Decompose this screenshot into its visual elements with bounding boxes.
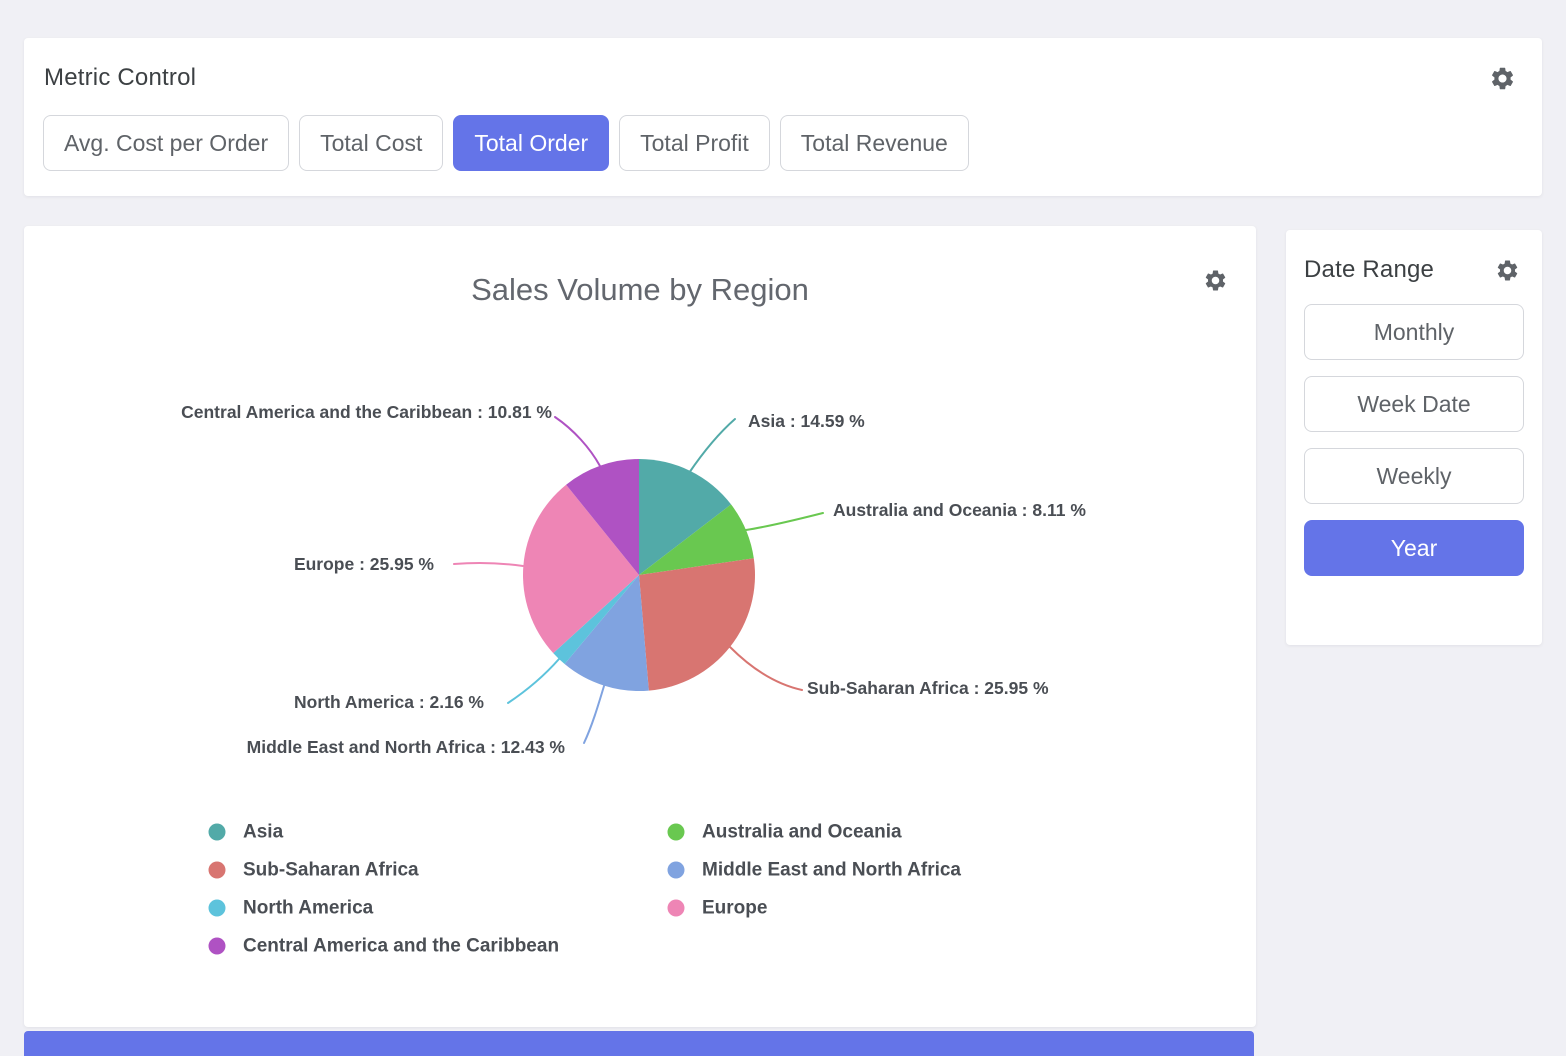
pie-leader-line-central-america-and-the-caribbean bbox=[555, 417, 600, 466]
date-range-button-weekly[interactable]: Weekly bbox=[1304, 448, 1524, 504]
metric-button-total-order[interactable]: Total Order bbox=[453, 115, 609, 171]
metric-settings-button[interactable] bbox=[1489, 65, 1516, 92]
legend-label: Middle East and North Africa bbox=[702, 860, 961, 881]
date-range-button-year[interactable]: Year bbox=[1304, 520, 1524, 576]
legend-label: Central America and the Caribbean bbox=[243, 936, 559, 957]
metric-button-total-cost[interactable]: Total Cost bbox=[299, 115, 443, 171]
date-range-button-group: Monthly Week Date Weekly Year bbox=[1286, 304, 1542, 576]
date-range-button-monthly[interactable]: Monthly bbox=[1304, 304, 1524, 360]
legend-dot bbox=[209, 824, 226, 841]
pie-label-middle-east-and-north-africa: Middle East and North Africa : 12.43 % bbox=[247, 737, 566, 757]
pie-label-australia-and-oceania: Australia and Oceania : 8.11 % bbox=[833, 500, 1086, 520]
pie-label-sub-saharan-africa: Sub-Saharan Africa : 25.95 % bbox=[807, 678, 1049, 698]
legend-label: Asia bbox=[243, 822, 284, 843]
metric-control-title: Metric Control bbox=[44, 64, 196, 92]
legend-label: Australia and Oceania bbox=[702, 822, 902, 843]
legend-dot bbox=[668, 824, 685, 841]
pie-label-north-america: North America : 2.16 % bbox=[294, 692, 484, 712]
legend-dot bbox=[668, 862, 685, 879]
date-range-panel: Date Range Monthly Week Date Weekly Year bbox=[1286, 230, 1542, 645]
legend-item-sub-saharan-africa[interactable]: Sub-Saharan Africa bbox=[209, 860, 420, 881]
gear-icon bbox=[1495, 258, 1520, 283]
pie-leader-line-middle-east-and-north-africa bbox=[584, 686, 604, 743]
pie-label-central-america-and-the-caribbean: Central America and the Caribbean : 10.8… bbox=[181, 402, 552, 422]
sales-volume-chart-panel: Sales Volume by Region Asia : 14.59 %Aus… bbox=[24, 226, 1256, 1027]
metric-button-group: Avg. Cost per OrderTotal CostTotal Order… bbox=[24, 115, 1542, 171]
metric-button-total-revenue[interactable]: Total Revenue bbox=[780, 115, 969, 171]
legend-item-north-america[interactable]: North America bbox=[209, 898, 374, 919]
legend-dot bbox=[209, 862, 226, 879]
metric-button-total-profit[interactable]: Total Profit bbox=[619, 115, 770, 171]
pie-leader-line-asia bbox=[689, 419, 735, 473]
legend-item-central-america-and-the-caribbean[interactable]: Central America and the Caribbean bbox=[209, 936, 560, 957]
date-range-title: Date Range bbox=[1304, 256, 1434, 284]
date-range-settings-button[interactable] bbox=[1495, 258, 1520, 283]
legend-label: Sub-Saharan Africa bbox=[243, 860, 419, 881]
metric-control-header: Metric Control bbox=[24, 38, 1542, 92]
legend-item-australia-and-oceania[interactable]: Australia and Oceania bbox=[668, 822, 903, 843]
partial-widget-strip bbox=[24, 1031, 1254, 1056]
pie-slice-sub-saharan-africa[interactable] bbox=[639, 558, 755, 690]
metric-control-panel: Metric Control Avg. Cost per OrderTotal … bbox=[24, 38, 1542, 196]
date-range-button-week-date[interactable]: Week Date bbox=[1304, 376, 1524, 432]
pie-leader-line-sub-saharan-africa bbox=[730, 647, 802, 690]
legend-dot bbox=[668, 900, 685, 917]
metric-button-avg-cost-per-order[interactable]: Avg. Cost per Order bbox=[43, 115, 289, 171]
legend-label: Europe bbox=[702, 898, 767, 919]
pie-leader-line-australia-and-oceania bbox=[746, 513, 823, 530]
legend-item-middle-east-and-north-africa[interactable]: Middle East and North Africa bbox=[668, 860, 962, 881]
pie-leader-line-europe bbox=[454, 563, 523, 566]
gear-icon bbox=[1489, 65, 1516, 92]
legend-label: North America bbox=[243, 898, 374, 919]
pie-label-asia: Asia : 14.59 % bbox=[748, 411, 865, 431]
legend-item-asia[interactable]: Asia bbox=[209, 822, 284, 843]
pie-chart: Asia : 14.59 % Australia and Oceania : 8.… bbox=[24, 226, 1256, 1027]
pie-label-europe: Europe : 25.95 % bbox=[294, 554, 434, 574]
legend-dot bbox=[209, 938, 226, 955]
legend-dot bbox=[209, 900, 226, 917]
pie-leader-line-north-america bbox=[508, 659, 559, 703]
date-range-header: Date Range bbox=[1286, 230, 1542, 284]
legend-item-europe[interactable]: Europe bbox=[668, 898, 768, 919]
